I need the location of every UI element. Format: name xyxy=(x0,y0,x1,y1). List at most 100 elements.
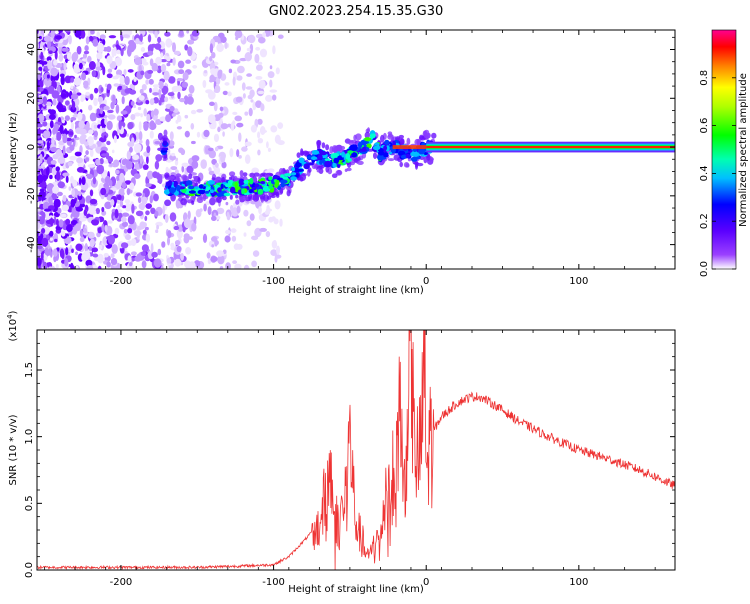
noise-blob xyxy=(257,118,263,125)
ridge-blob xyxy=(330,153,336,159)
ridge-blob xyxy=(238,178,245,186)
noise-blob xyxy=(65,247,69,256)
noise-blob xyxy=(243,232,247,237)
noise-blob xyxy=(153,193,159,202)
noise-blob xyxy=(141,84,147,91)
noise-blob xyxy=(77,59,83,63)
ridge-halo-blob xyxy=(331,173,338,178)
noise-blob xyxy=(108,35,117,39)
noise-blob xyxy=(149,130,154,139)
ridge-halo-blob xyxy=(300,150,304,156)
noise-blob xyxy=(255,100,262,108)
noise-blob xyxy=(244,154,251,164)
noise-blob xyxy=(222,249,227,255)
ridge-blob xyxy=(398,150,406,156)
noise-blob xyxy=(107,68,113,73)
noise-blob xyxy=(134,112,141,117)
ridge-blob xyxy=(371,133,376,138)
ridge-halo-blob xyxy=(335,169,343,176)
x-tick-label: -100 xyxy=(262,276,285,287)
noise-blob xyxy=(92,176,97,185)
noise-blob xyxy=(70,219,78,226)
snr-scale-factor: (x104) xyxy=(6,310,19,341)
noise-blob xyxy=(60,93,67,98)
noise-blob xyxy=(250,124,257,133)
noise-blob xyxy=(215,162,219,168)
ridge-halo-blob xyxy=(388,133,393,138)
noise-blob xyxy=(70,175,74,184)
noise-blob xyxy=(37,70,42,74)
noise-blob xyxy=(151,62,158,72)
ridge-blob xyxy=(410,156,418,162)
noise-blob xyxy=(160,64,167,73)
noise-blob xyxy=(169,131,174,141)
ridge-halo-blob xyxy=(299,173,307,182)
noise-blob xyxy=(78,203,86,208)
noise-blob xyxy=(104,201,112,210)
noise-blob xyxy=(165,114,172,123)
noise-blob xyxy=(45,101,52,106)
colorbar-tick-label: 0.2 xyxy=(699,213,710,229)
snr-scale-exponent: 4 xyxy=(6,314,14,319)
ridge-blob xyxy=(161,147,169,151)
noise-blob xyxy=(211,215,217,221)
ridge-blob xyxy=(362,140,370,144)
noise-blob xyxy=(255,46,261,51)
ridge-blob xyxy=(188,185,195,190)
noise-blob xyxy=(173,225,180,231)
ridge-halo-blob xyxy=(252,194,260,202)
noise-blob xyxy=(142,229,147,235)
noise-blob xyxy=(92,253,99,258)
noise-blob xyxy=(85,259,93,267)
noise-blob xyxy=(205,201,211,206)
noise-blob xyxy=(84,243,88,253)
noise-blob xyxy=(214,84,221,93)
noise-blob xyxy=(129,262,133,267)
ridge-halo-blob xyxy=(222,195,227,201)
noise-blob xyxy=(100,87,104,93)
noise-blob xyxy=(157,36,162,44)
noise-blob xyxy=(244,141,252,147)
noise-blob xyxy=(217,254,225,265)
noise-blob xyxy=(87,136,94,147)
noise-blob xyxy=(122,34,130,38)
spectrogram-y-ticks: -40 -20 0 20 40 xyxy=(26,36,675,270)
noise-blob xyxy=(199,208,203,213)
noise-blob xyxy=(133,173,141,180)
ridge-halo-blob xyxy=(286,189,291,197)
ridge-halo-blob xyxy=(176,175,180,181)
noise-blob xyxy=(47,40,51,50)
snr-panel: -200 -100 0 100 0.0 0.5 1.0 1.5 Height of stra… xyxy=(6,310,676,595)
noise-blob xyxy=(129,182,135,190)
noise-blob xyxy=(52,186,60,194)
ridge-halo-blob xyxy=(270,195,276,199)
noise-blob xyxy=(139,33,143,42)
noise-blob xyxy=(97,265,102,269)
noise-blob xyxy=(42,121,48,127)
noise-blob xyxy=(145,203,152,210)
noise-blob xyxy=(143,108,147,117)
noise-blob xyxy=(238,132,242,142)
noise-blob xyxy=(279,218,283,227)
noise-blob xyxy=(149,120,155,129)
ridge-halo-blob xyxy=(373,152,377,160)
ridge-blob xyxy=(374,142,380,146)
noise-blob xyxy=(151,251,158,258)
noise-blob xyxy=(262,31,266,38)
x-tick-label: 0 xyxy=(423,577,429,588)
noise-blob xyxy=(120,242,129,249)
noise-blob xyxy=(38,66,43,72)
noise-blob xyxy=(249,89,255,98)
noise-blob xyxy=(154,30,158,38)
noise-blob xyxy=(110,199,115,207)
noise-blob xyxy=(64,258,69,267)
noise-blob xyxy=(74,134,77,139)
noise-blob xyxy=(40,51,44,60)
noise-blob xyxy=(172,57,176,66)
noise-blob xyxy=(177,60,185,69)
noise-blob xyxy=(207,91,216,100)
y-tick-label: 0 xyxy=(26,144,37,150)
noise-blob xyxy=(221,161,227,169)
noise-blob xyxy=(154,43,162,50)
noise-blob xyxy=(140,47,145,52)
